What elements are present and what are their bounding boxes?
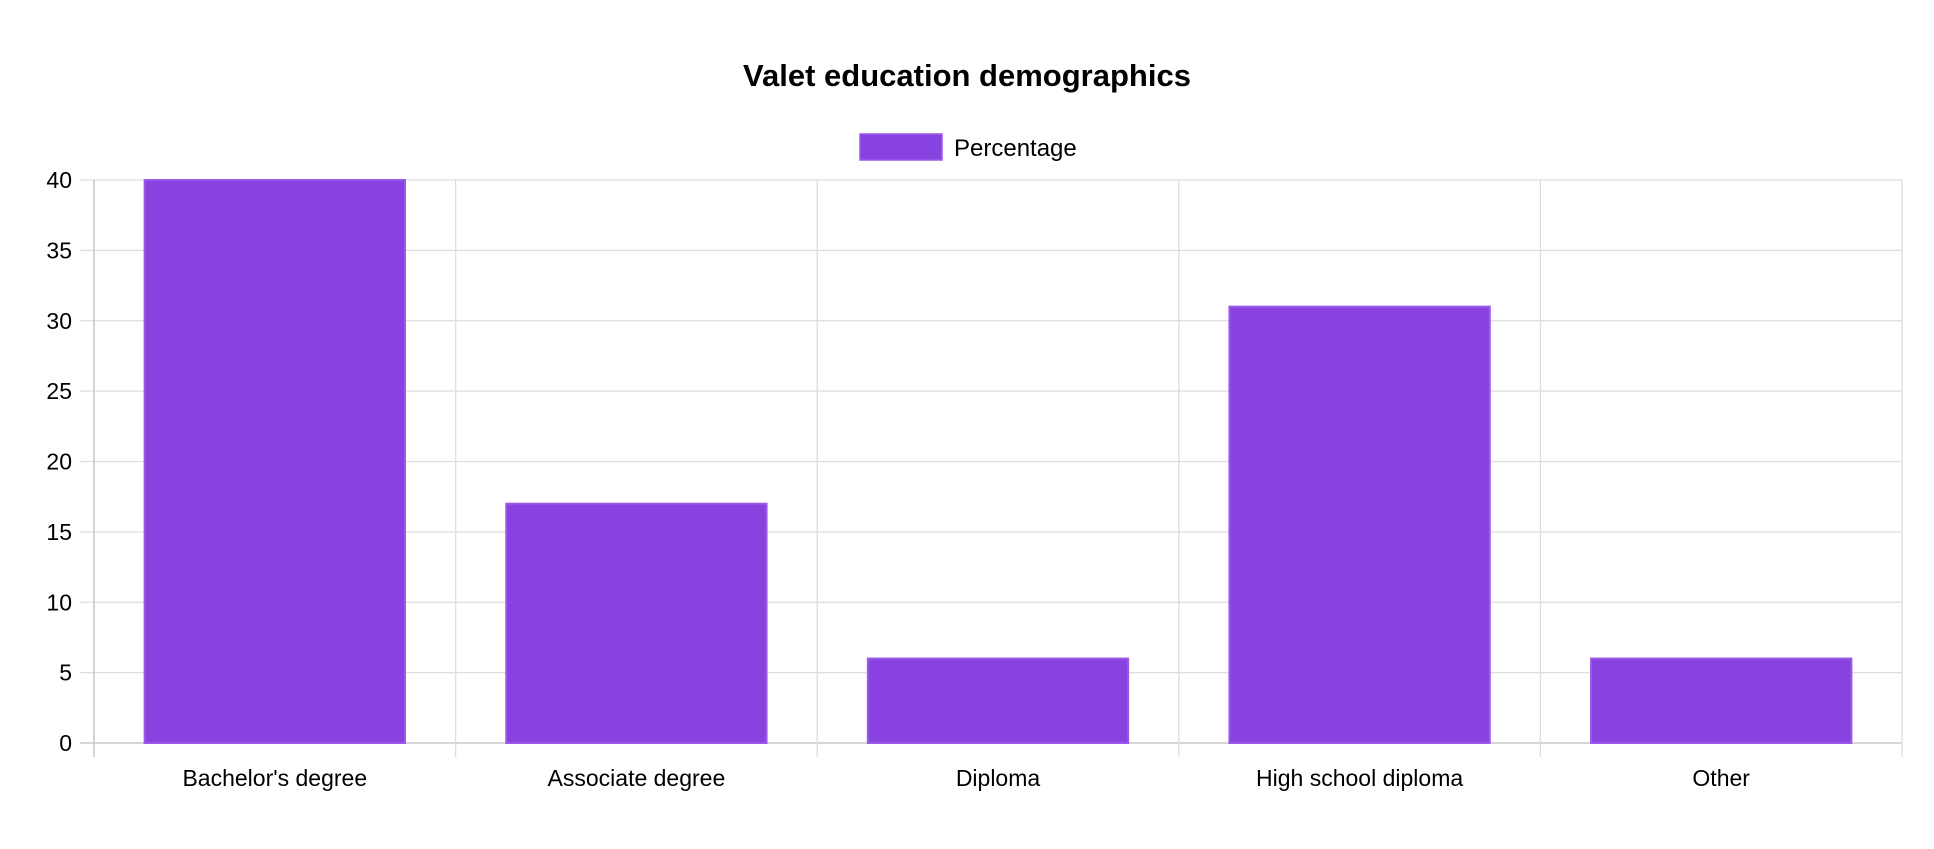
y-tick-label: 25 (46, 378, 72, 404)
chart-title: Valet education demographics (743, 58, 1191, 93)
x-tick-label: Diploma (956, 765, 1041, 791)
bar-associate-degree[interactable] (505, 502, 768, 744)
bar-other[interactable] (1590, 657, 1853, 744)
x-tick-label: Other (1692, 765, 1750, 791)
y-tick-label: 40 (46, 167, 72, 193)
bar-high-school-diploma[interactable] (1228, 305, 1491, 744)
bars (143, 179, 1853, 744)
y-tick-label: 0 (59, 730, 72, 756)
x-tick-label: Bachelor's degree (182, 765, 367, 791)
y-tick-label: 30 (46, 308, 72, 334)
y-tick-label: 5 (59, 660, 72, 686)
legend-label-percentage: Percentage (954, 135, 1077, 162)
x-axis: Bachelor's degree Associate degree Diploma… (182, 765, 1750, 791)
y-tick-label: 15 (46, 519, 72, 545)
x-tick-label: High school diploma (1256, 765, 1463, 791)
x-tick-label: Associate degree (548, 765, 726, 791)
bar-diploma[interactable] (866, 657, 1130, 744)
y-tick-label: 35 (46, 237, 72, 263)
legend[interactable]: Percentage (859, 133, 1077, 162)
y-tick-label: 10 (46, 589, 72, 615)
y-tick-label: 20 (46, 449, 72, 475)
y-axis: 0 5 10 15 20 25 30 35 40 (46, 167, 72, 756)
legend-swatch-percentage (859, 133, 943, 161)
bar-bachelor-s-degree[interactable] (143, 179, 406, 744)
